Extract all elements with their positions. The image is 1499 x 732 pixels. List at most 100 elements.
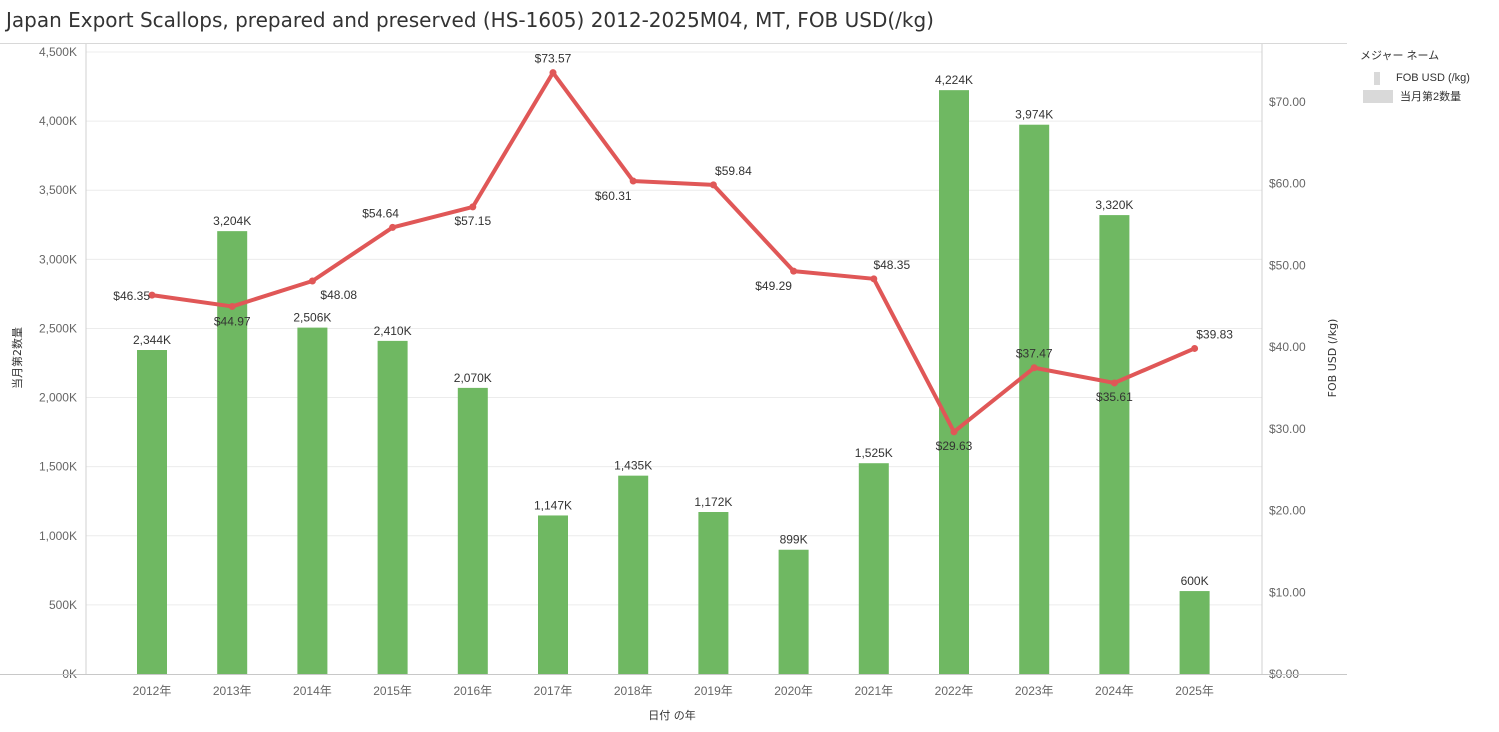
bar-data-label: 4,224K: [935, 73, 973, 87]
line-data-label: $48.35: [873, 258, 910, 272]
bar: [1019, 124, 1050, 674]
bar: [618, 475, 649, 674]
y2-tick-label: $70.00: [1269, 95, 1306, 109]
line-point: [790, 267, 798, 275]
bar: [297, 327, 328, 674]
line-data-label: $39.83: [1196, 327, 1233, 341]
bar-data-label: 1,525K: [855, 446, 893, 460]
x-tick-label: 2016年: [453, 684, 492, 698]
line-data-label: $49.29: [755, 279, 792, 293]
x-tick-label: 2017年: [534, 684, 573, 698]
bar: [538, 515, 568, 674]
line-point: [549, 69, 557, 77]
line-point: [870, 275, 878, 283]
line-point: [389, 223, 397, 231]
bar-data-label: 3,204K: [213, 214, 251, 228]
bar: [377, 340, 408, 674]
line-point: [1110, 379, 1118, 387]
legend-title: メジャー ネーム: [1360, 50, 1440, 62]
bar: [698, 512, 729, 674]
y-tick-label: 4,000K: [39, 114, 77, 128]
y2-tick-label: $60.00: [1269, 177, 1306, 191]
legend: メジャー ネーム FOB USD (/kg) 当月第2数量: [1360, 47, 1470, 105]
bar: [1179, 591, 1210, 674]
bar: [217, 231, 248, 675]
x-tick-label: 2025年: [1175, 684, 1214, 698]
bar-data-label: 3,320K: [1095, 198, 1133, 212]
bar-data-labels: 2,344K 3,204K 2,506K 2,410K 2,070K 1,147K 1,43…: [133, 73, 1209, 588]
bar-data-label: 2,344K: [133, 333, 171, 347]
y2-tick-label: $30.00: [1269, 422, 1306, 436]
line-data-label: $59.84: [715, 164, 752, 178]
y2-tick-label: $20.00: [1269, 504, 1306, 518]
bar-data-label: 1,435K: [614, 459, 652, 473]
x-tick-label: 2019年: [694, 684, 733, 698]
bar: [939, 90, 969, 674]
line-data-label: $35.61: [1096, 390, 1133, 404]
y2-tick-label: $10.00: [1269, 585, 1306, 599]
line-data-label: $29.63: [936, 439, 973, 453]
line-point: [148, 291, 156, 299]
line-data-label: $73.57: [535, 52, 572, 66]
line-data-label: $48.08: [320, 288, 357, 302]
line-data-label: $44.97: [214, 314, 251, 328]
bar-data-label: 1,172K: [694, 495, 732, 509]
x-tick-label: 2021年: [854, 684, 893, 698]
x-tick-label: 2015年: [373, 684, 412, 698]
x-tick-label: 2022年: [935, 684, 974, 698]
chart-title: Japan Export Scallops, prepared and pres…: [6, 8, 934, 32]
bar-data-label: 899K: [780, 533, 808, 547]
line-series: [148, 69, 1199, 436]
line-point: [1030, 364, 1038, 372]
line-data-label: $46.35: [113, 289, 150, 303]
gridlines: [86, 51, 1262, 606]
line-data-labels: $46.35 $44.97 $48.08 $54.64 $57.15 $73.57 $60.…: [113, 52, 1233, 453]
bar: [858, 463, 889, 674]
y2-axis-title: FOB USD (/kg): [1326, 319, 1339, 398]
title-divider: [0, 43, 1347, 44]
x-tick-label: 2014年: [293, 684, 332, 698]
series-line: [150, 70, 1197, 434]
y-tick-label: 2,500K: [39, 321, 77, 335]
line-point: [308, 277, 316, 285]
bar: [457, 387, 488, 674]
line-point: [469, 203, 477, 211]
axes: 0K500K1,000K1,500K2,000K2,500K3,000K3,50…: [0, 44, 1347, 698]
x-tick-label: 2012年: [133, 684, 172, 698]
bar: [1099, 215, 1130, 674]
line-point: [1191, 344, 1199, 352]
legend-label-quantity: 当月第2数量: [1400, 91, 1462, 103]
bar-data-label: 2,070K: [454, 371, 492, 385]
x-tick-label: 2024年: [1095, 684, 1134, 698]
x-tick-label: 2020年: [774, 684, 813, 698]
x-tick-label: 2023年: [1015, 684, 1054, 698]
y-tick-label: 3,500K: [39, 183, 77, 197]
line-data-label: $60.31: [595, 189, 632, 203]
line-data-label: $54.64: [362, 206, 399, 220]
line-data-label: $37.47: [1016, 347, 1053, 361]
y-axis-title: 当月第2数量: [10, 327, 24, 389]
line-point: [709, 181, 717, 189]
line-point: [950, 428, 958, 436]
x-tick-label: 2018年: [614, 684, 653, 698]
y-tick-label: 3,000K: [39, 252, 77, 266]
bar-data-label: 2,506K: [293, 311, 331, 325]
y-tick-label: 2,000K: [39, 391, 77, 405]
line-point: [629, 177, 637, 185]
line-swatch-icon: [1374, 71, 1380, 85]
y-tick-label: 1,500K: [39, 460, 77, 474]
y2-tick-label: $50.00: [1269, 258, 1306, 272]
y-tick-label: 500K: [49, 598, 77, 612]
bar-swatch-icon: [1363, 89, 1393, 103]
bar-series: [137, 90, 1210, 675]
bar-data-label: 600K: [1181, 574, 1209, 588]
bar: [778, 549, 809, 674]
y-tick-label: 4,500K: [39, 45, 77, 59]
x-tick-label: 2013年: [213, 684, 252, 698]
legend-item-fob[interactable]: FOB USD (/kg): [1360, 69, 1470, 87]
x-axis-title: 日付 の年: [648, 708, 696, 722]
bar-data-label: 2,410K: [374, 324, 412, 338]
legend-item-quantity[interactable]: 当月第2数量: [1360, 87, 1470, 105]
bar: [137, 350, 167, 674]
